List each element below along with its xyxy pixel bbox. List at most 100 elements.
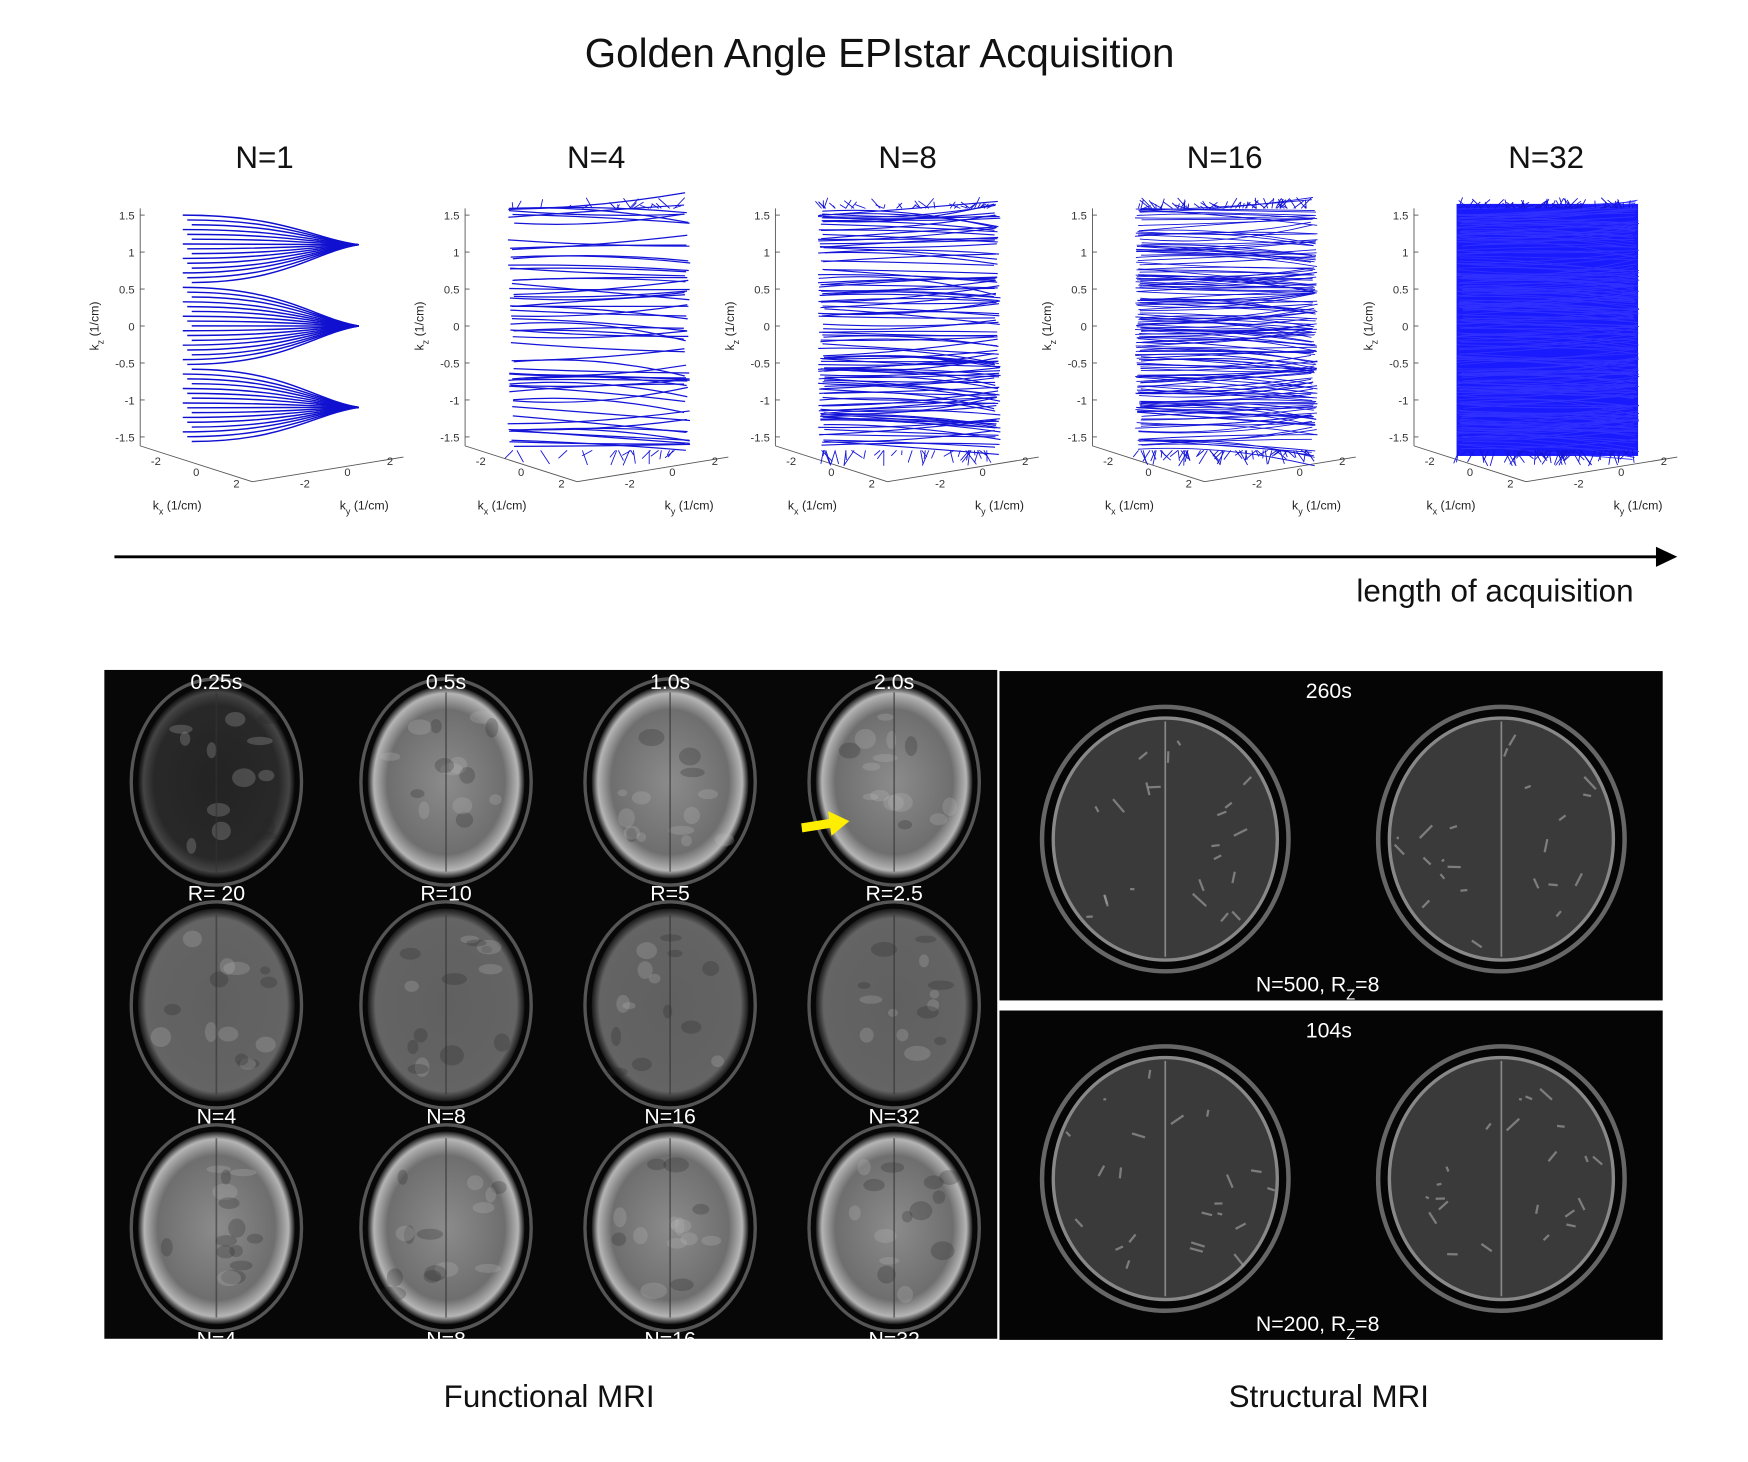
- sulcus: [1543, 838, 1549, 853]
- kx-tick-label: 2: [869, 478, 875, 490]
- brain-texture: [877, 1265, 896, 1284]
- trajectory: [1457, 355, 1636, 366]
- trajectory: [1458, 373, 1639, 376]
- trajectory-fringe: [1160, 450, 1166, 457]
- trajectory-fringe: [504, 450, 514, 459]
- ky-tick-label: 0: [1297, 467, 1303, 479]
- trajectory: [1138, 331, 1317, 347]
- sub-label: kx (1/cm): [788, 499, 837, 517]
- trajectory-fringe: [1177, 197, 1188, 209]
- trajectory-fringe: [1143, 205, 1151, 209]
- sulcus: [1147, 1069, 1152, 1079]
- axis-line: [887, 456, 1039, 483]
- sulcus: [1217, 1212, 1223, 1216]
- kz-tick-label: -1: [760, 395, 770, 407]
- sulcus: [1439, 873, 1446, 880]
- trajectory: [510, 267, 686, 277]
- label-part: (1/cm): [1437, 499, 1475, 513]
- trajectory: [1456, 269, 1635, 276]
- brain-texture: [250, 831, 278, 840]
- trajectory: [1456, 319, 1635, 327]
- trajectory-fringe: [1187, 203, 1190, 209]
- trajectory-fringe: [898, 203, 903, 209]
- trajectory-fringe: [1150, 201, 1163, 209]
- trajectory-fringe: [1473, 201, 1481, 209]
- trajectory: [823, 253, 996, 263]
- brain-texture: [929, 813, 948, 826]
- kz-tick-label: -1.5: [1068, 432, 1087, 444]
- trajectory: [510, 309, 687, 317]
- trajectory: [1462, 223, 1634, 239]
- image-label: N=32: [868, 1328, 919, 1352]
- trajectory: [512, 277, 686, 283]
- image-label: N=8: [426, 1328, 466, 1352]
- trajectory-fringe: [871, 198, 881, 209]
- label-part: k: [665, 499, 672, 513]
- brain-texture: [478, 963, 503, 975]
- sulcus: [1131, 1132, 1146, 1139]
- brain-texture: [179, 731, 191, 746]
- brain-texture: [220, 1269, 246, 1285]
- trajectory: [1460, 399, 1633, 407]
- trajectory-fringe: [1271, 450, 1281, 457]
- sulcus: [1191, 892, 1207, 907]
- trajectory-fringe: [1152, 450, 1157, 465]
- sulcus: [1449, 825, 1458, 830]
- trajectory: [1458, 333, 1637, 349]
- trajectory-fringe: [1284, 450, 1288, 458]
- trajectory: [1138, 278, 1318, 292]
- trajectory: [1463, 369, 1639, 383]
- trajectory-fringe: [1286, 450, 1296, 458]
- trajectory: [824, 428, 999, 436]
- sulcus: [1584, 1155, 1589, 1163]
- brain-texture: [904, 736, 918, 756]
- label-sub: y: [981, 507, 986, 517]
- sulcus: [1425, 1195, 1430, 1200]
- trajectory-fringe: [986, 203, 997, 209]
- sulcus: [1438, 1200, 1449, 1211]
- trajectory: [1136, 245, 1316, 261]
- trajectory-fringe: [516, 450, 524, 463]
- sulcus: [1170, 1114, 1185, 1125]
- skull: [583, 677, 757, 887]
- trajectory: [1136, 240, 1316, 251]
- time-label: 0.25s: [190, 670, 242, 694]
- trajectory-fringe: [1557, 450, 1565, 457]
- trajectory: [824, 355, 995, 365]
- sulcus: [1558, 814, 1567, 822]
- trajectory-fringe: [1180, 450, 1189, 460]
- brain-texture: [877, 713, 894, 721]
- trajectory: [820, 409, 1001, 416]
- label-sub: y: [346, 507, 351, 517]
- trajectory: [1140, 229, 1316, 245]
- sulcus: [1231, 910, 1242, 921]
- sulcus: [1583, 776, 1597, 791]
- sulcus: [1233, 1253, 1245, 1268]
- trajectory-fringe: [1562, 197, 1573, 209]
- ky-tick-label: -2: [625, 478, 635, 490]
- trajectory: [824, 251, 998, 265]
- label-sub: Z: [1346, 1327, 1355, 1343]
- trajectory: [818, 276, 998, 288]
- brain-texture: [232, 768, 256, 788]
- trajectory-fringe: [1238, 201, 1242, 209]
- trajectory: [1136, 312, 1313, 327]
- trajectory: [1137, 338, 1316, 356]
- brain-texture: [862, 793, 879, 801]
- trajectory: [819, 293, 999, 302]
- skull: [359, 900, 533, 1110]
- trajectory: [1456, 255, 1637, 266]
- trajectory: [1137, 274, 1314, 287]
- sulcus: [1445, 1166, 1450, 1172]
- axis-line: [775, 445, 888, 483]
- brain-texture: [229, 1260, 253, 1271]
- trajectory: [820, 349, 998, 360]
- brain-texture: [606, 1067, 628, 1077]
- label-part: k: [1362, 343, 1376, 350]
- trajectory-fringe: [1535, 200, 1547, 209]
- caption: Functional MRI: [444, 1379, 655, 1414]
- sulcus: [1074, 1218, 1084, 1228]
- brain-texture: [418, 801, 430, 820]
- trajectory: [1137, 298, 1313, 303]
